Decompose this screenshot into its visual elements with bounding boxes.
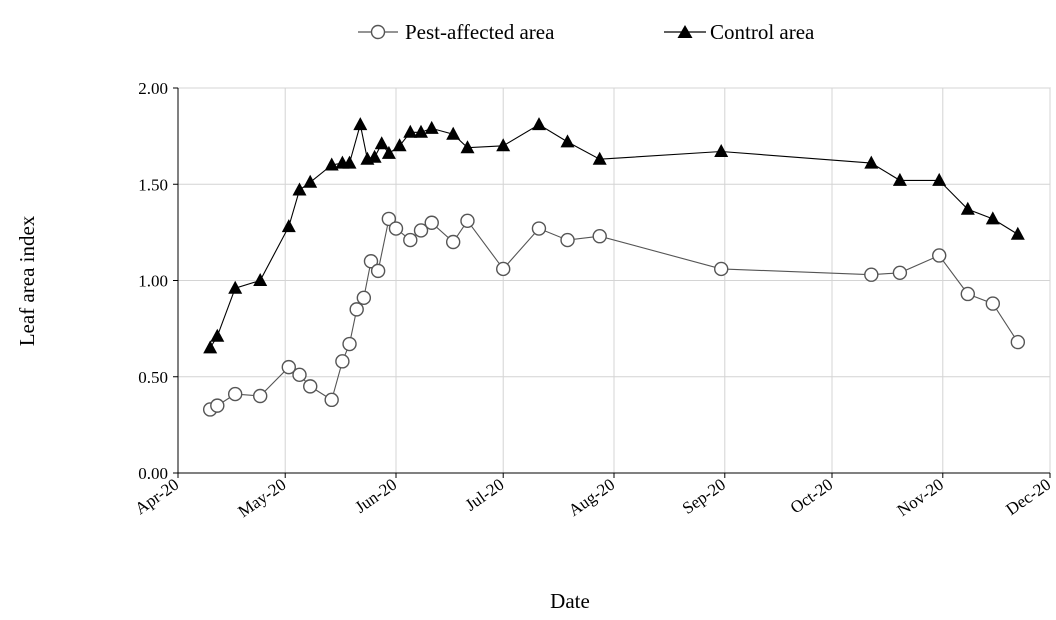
series-control xyxy=(203,117,1025,354)
data-point-control xyxy=(253,273,268,286)
data-point-control xyxy=(864,155,879,169)
data-point-pest-affected xyxy=(363,254,379,269)
data-point-control xyxy=(414,124,428,138)
data-point-control xyxy=(210,328,225,342)
data-point-control xyxy=(353,117,368,131)
data-point-control xyxy=(960,201,975,215)
data-point-pest-affected xyxy=(892,265,908,280)
legend-label-control: Control area xyxy=(710,20,815,44)
data-point-control xyxy=(592,151,607,165)
data-point-control xyxy=(203,340,218,354)
legend-item-control: Control area xyxy=(664,20,815,44)
data-point-control xyxy=(446,126,461,140)
data-point-control xyxy=(374,136,389,150)
data-point-control xyxy=(714,144,729,157)
x-axis-title: Date xyxy=(550,589,590,613)
y-axis-title: Leaf area index xyxy=(15,215,39,346)
data-point-control xyxy=(932,172,947,186)
x-tick-label: Dec-20 xyxy=(1002,475,1054,519)
data-point-pest-affected xyxy=(370,263,386,279)
data-point-pest-affected xyxy=(531,221,547,236)
data-point-pest-affected xyxy=(1010,334,1026,350)
data-point-pest-affected xyxy=(496,261,511,277)
x-axis-ticks: Apr-20 May-20 Jun-20 Jul-20 Aug-20 Sep-20 Oct-… xyxy=(131,473,1054,521)
data-point-pest-affected xyxy=(592,229,607,244)
data-point-control xyxy=(292,182,307,196)
y-axis-ticks: 0.00 0.50 1.00 1.50 2.00 xyxy=(138,79,178,483)
data-point-pest-affected xyxy=(413,223,429,238)
data-point-control xyxy=(496,138,511,152)
legend: Pest-affected area Control area xyxy=(358,20,815,44)
data-point-control xyxy=(367,149,382,163)
data-point-control xyxy=(228,280,243,294)
data-point-control xyxy=(424,120,439,134)
y-tick-label: 1.00 xyxy=(138,272,168,291)
data-point-control xyxy=(403,124,418,138)
data-point-pest-affected xyxy=(324,392,339,408)
data-point-pest-affected xyxy=(985,296,1001,311)
data-point-control xyxy=(892,172,907,186)
data-point-pest-affected xyxy=(403,232,418,248)
data-point-pest-affected xyxy=(445,234,461,250)
x-tick-label: Aug-20 xyxy=(565,475,618,520)
data-point-pest-affected xyxy=(714,261,729,277)
data-point-pest-affected xyxy=(303,379,318,394)
plot-area: 0.000.501.001.502.00 Apr-20 May-20 Jun-20 J… xyxy=(131,79,1054,521)
data-point-control xyxy=(392,138,407,152)
data-point-control xyxy=(342,155,357,169)
data-point-control xyxy=(532,117,546,131)
x-tick-label: Sep-20 xyxy=(679,475,729,518)
x-tick-label: Oct-20 xyxy=(787,475,837,518)
data-point-pest-affected xyxy=(932,248,947,263)
data-point-pest-affected xyxy=(281,359,296,375)
data-point-control xyxy=(324,157,339,171)
data-point-pest-affected xyxy=(356,290,372,306)
data-point-pest-affected xyxy=(381,211,397,227)
x-tick-label: Nov-20 xyxy=(894,475,947,520)
y-tick-label: 1.50 xyxy=(138,175,168,194)
legend-marker-control xyxy=(677,25,693,38)
legend-marker-pest-affected xyxy=(370,24,386,40)
legend-label-pest-affected: Pest-affected area xyxy=(405,20,555,44)
data-point-pest-affected xyxy=(335,354,350,369)
data-point-pest-affected xyxy=(424,215,439,230)
data-point-pest-affected xyxy=(460,213,475,229)
y-tick-label: 0.00 xyxy=(138,464,168,483)
data-point-pest-affected xyxy=(349,302,364,317)
data-point-pest-affected xyxy=(960,286,976,302)
data-point-pest-affected xyxy=(292,367,307,383)
data-point-control xyxy=(1010,226,1025,240)
data-point-control xyxy=(460,140,475,154)
data-point-pest-affected xyxy=(342,336,357,352)
data-point-control xyxy=(381,145,396,159)
series-pest-affected xyxy=(202,211,1026,417)
x-tick-label: Jul-20 xyxy=(462,475,508,515)
gridlines xyxy=(177,87,1051,474)
data-point-pest-affected xyxy=(227,386,243,402)
y-tick-label: 2.00 xyxy=(138,79,168,98)
series-layer xyxy=(202,117,1026,417)
data-point-control xyxy=(985,211,1000,225)
data-point-pest-affected xyxy=(252,388,268,404)
x-tick-label: May-20 xyxy=(235,475,290,521)
data-point-pest-affected xyxy=(388,221,404,236)
legend-item-pest-affected: Pest-affected area xyxy=(358,20,555,44)
data-point-control xyxy=(560,134,575,148)
data-point-control xyxy=(281,219,296,233)
data-point-pest-affected xyxy=(560,232,575,248)
data-point-control xyxy=(303,174,318,188)
data-point-pest-affected xyxy=(210,398,225,413)
y-tick-label: 0.50 xyxy=(138,368,168,387)
x-tick-label: Jun-20 xyxy=(351,475,400,517)
data-point-pest-affected xyxy=(864,267,879,282)
